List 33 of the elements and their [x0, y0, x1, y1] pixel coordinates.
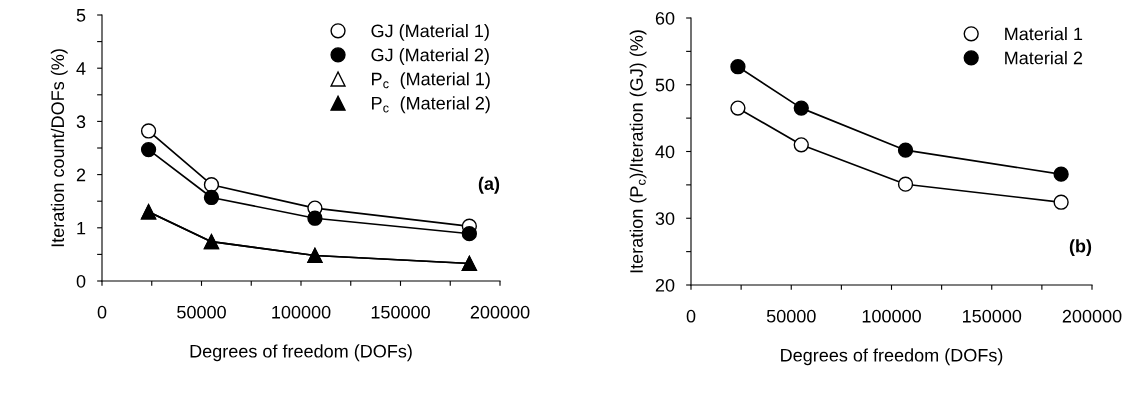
x-tick-label: 200000: [470, 305, 530, 319]
y-tick-label: 0: [76, 274, 86, 288]
y-axis-title: Iteration (P$_{c}$)/Iteration (GJ) (%): [629, 30, 647, 273]
x-tick-label: 150000: [963, 309, 1022, 323]
y-tick-label: 20: [655, 278, 675, 292]
x-tick-label: 50000: [177, 305, 226, 319]
y-axis-title: Iteration count/DOFs (%): [50, 49, 68, 247]
x-tick-label: 50000: [766, 309, 816, 323]
y-tick-label: 2: [76, 168, 86, 182]
x-tick-label: 0: [97, 305, 107, 319]
x-axis-title: Degrees of freedom (DOFs): [190, 344, 412, 362]
x-tick-label: 150000: [371, 305, 430, 319]
x-tick-label: 100000: [862, 309, 921, 323]
legend-label: Material 1: [1005, 27, 1083, 41]
annotation: (b): [1069, 239, 1092, 257]
y-tick-label: 5: [76, 9, 86, 22]
legend-label: P$_{c}$ (Material 1): [372, 72, 490, 89]
legend-label: Material 2: [1005, 51, 1083, 65]
y-tick-label: 50: [655, 78, 675, 92]
y-tick-label: 1: [77, 221, 86, 235]
legend-label: P$_{c}$ (Material 2): [372, 96, 490, 114]
x-axis-title: Degrees of freedom (DOFs): [781, 348, 1003, 366]
y-tick-label: 60: [655, 11, 675, 25]
x-tick-label: 200000: [1062, 309, 1122, 323]
x-tick-label: 0: [686, 309, 696, 323]
y-tick-label: 3: [76, 115, 86, 129]
legend-label: GJ (Material 1): [371, 24, 489, 41]
y-tick-label: 40: [655, 145, 675, 159]
legend-label: GJ (Material 2): [371, 48, 489, 65]
annotation: (a): [478, 176, 500, 194]
y-tick-label: 4: [76, 62, 86, 75]
y-tick-label: 30: [655, 212, 675, 225]
x-tick-label: 100000: [272, 305, 331, 319]
